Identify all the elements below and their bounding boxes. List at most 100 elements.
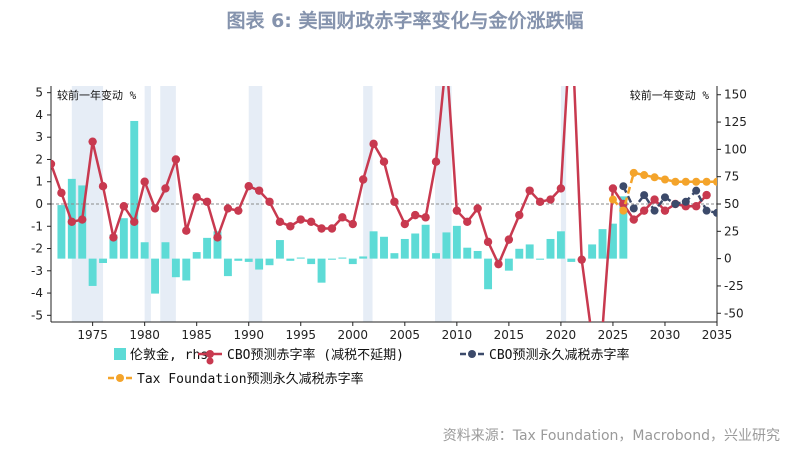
gold-bar — [536, 258, 545, 260]
cbo_baseline-point — [119, 202, 129, 211]
cbo_permanent-point — [671, 200, 680, 208]
gold-bar — [556, 231, 565, 259]
cbo_permanent-line — [622, 185, 717, 215]
cbo_baseline-point — [171, 155, 181, 164]
left-tick-label: 2 — [35, 152, 43, 166]
gold-bar — [265, 258, 274, 266]
axes: -5 -4 -3 -2 -1 0 1 2 3 4 5 -50 -25 0 25 50 75 100 125 150 19… — [31, 86, 747, 342]
cbo_baseline-point — [577, 255, 586, 264]
gold-bar — [109, 234, 118, 259]
x-tick-label: 2015 — [494, 328, 525, 342]
cbo_baseline-point — [244, 181, 253, 191]
cbo_baseline-point — [109, 233, 118, 242]
cbo_baseline-point — [494, 259, 503, 269]
cbo_baseline-point — [223, 204, 233, 213]
tax_foundation-point — [608, 195, 617, 204]
gold-bar — [338, 257, 347, 259]
left-tick-label: 3 — [35, 130, 43, 144]
cbo_baseline-point — [691, 202, 701, 211]
right-tick-label: -50 — [724, 306, 744, 320]
gold-bar — [400, 238, 409, 259]
left-tick-label: -2 — [31, 242, 43, 256]
x-tick-label: 2025 — [598, 328, 629, 342]
cbo_baseline-point — [463, 217, 472, 227]
tax_foundation-point — [713, 177, 717, 186]
left-tick-label: 1 — [35, 175, 43, 189]
x-tick-label: 2010 — [442, 328, 473, 342]
cbo_baseline-point — [192, 193, 201, 202]
legend: 伦敦金, rhs CBO预测赤字率 (减税不延期) CBO预测永久减税赤字率 Tax … — [108, 347, 629, 387]
source-note: 资料来源：Tax Foundation，Macrobond，兴业研究 — [443, 428, 780, 444]
right-tick-label: 125 — [724, 115, 747, 129]
gold-bar — [473, 250, 482, 259]
tax_foundation-point — [660, 175, 669, 184]
tax_foundation-point — [629, 168, 638, 177]
tax_foundation-point — [671, 177, 680, 186]
x-tick-label: 1975 — [77, 328, 108, 342]
right-tick-label: -25 — [724, 279, 744, 293]
cbo_baseline-point — [650, 195, 659, 204]
legend-marker-cbo_permanent — [468, 350, 476, 358]
cbo_baseline-point — [411, 210, 420, 220]
gold-bar — [588, 244, 597, 259]
gold-bar — [244, 258, 253, 262]
cbo_baseline-point — [483, 237, 493, 247]
gold-bar — [484, 258, 493, 290]
cbo_baseline-point — [213, 233, 222, 242]
cbo_baseline-point — [473, 204, 482, 213]
gold-bar — [411, 233, 420, 259]
cbo_baseline-point — [608, 184, 618, 193]
gold-bar — [234, 258, 243, 261]
cbo_baseline-point — [379, 157, 389, 166]
right-axis-label: 较前一年变动 % — [630, 88, 710, 102]
gold-bar — [525, 244, 534, 259]
x-tick-label: 1980 — [129, 328, 160, 342]
cbo_baseline-point — [296, 215, 305, 224]
cbo_baseline-point — [265, 197, 274, 206]
cbo_baseline-point — [98, 181, 108, 191]
gold-bar — [307, 258, 316, 265]
cbo_baseline-point — [161, 184, 170, 193]
gold-bar — [213, 231, 222, 259]
legend-label: Tax Foundation预测永久减税赤字率 — [137, 371, 364, 387]
series-lines — [51, 86, 717, 322]
cbo_baseline-line — [51, 86, 708, 322]
cbo_baseline-point — [67, 217, 77, 227]
right-tick-label: 75 — [724, 170, 739, 184]
gold-bar — [452, 225, 461, 259]
gold-bar — [286, 258, 295, 261]
gold-bar — [140, 242, 149, 259]
cbo_baseline-point — [130, 217, 139, 227]
x-tick-label: 2020 — [546, 328, 577, 342]
tax_foundation-point — [640, 171, 649, 180]
cbo_permanent-point — [660, 193, 669, 202]
gold-bar — [546, 238, 555, 259]
cbo_baseline-point — [51, 159, 56, 169]
x-tick-label: 1985 — [181, 328, 212, 342]
gold-bar — [88, 258, 97, 286]
cbo_permanent-point — [650, 206, 659, 215]
cbo_baseline-point — [390, 197, 399, 206]
gold-bar — [328, 258, 336, 260]
gold-bar — [192, 252, 201, 259]
legend-swatch-gold — [114, 348, 126, 360]
left-tick-label: 4 — [35, 108, 43, 122]
cbo_baseline-point — [338, 213, 347, 222]
gold-bar — [296, 257, 305, 259]
gold-bar — [119, 218, 128, 259]
x-tick-label: 2030 — [650, 328, 681, 342]
gold-bar — [463, 247, 472, 259]
x-tick-label: 2035 — [702, 328, 733, 342]
cbo_baseline-point — [431, 157, 441, 166]
legend-marker-cbo_baseline-2 — [206, 357, 214, 365]
cbo_baseline-point — [182, 226, 191, 235]
cbo_baseline-point — [317, 224, 326, 233]
legend-marker-tax_foundation — [116, 374, 124, 382]
right-tick-label: 25 — [724, 224, 739, 238]
cbo_baseline-point — [400, 219, 410, 229]
cbo_baseline-point — [78, 215, 87, 224]
cbo_permanent-point — [692, 186, 701, 195]
gold-bar — [442, 232, 451, 259]
